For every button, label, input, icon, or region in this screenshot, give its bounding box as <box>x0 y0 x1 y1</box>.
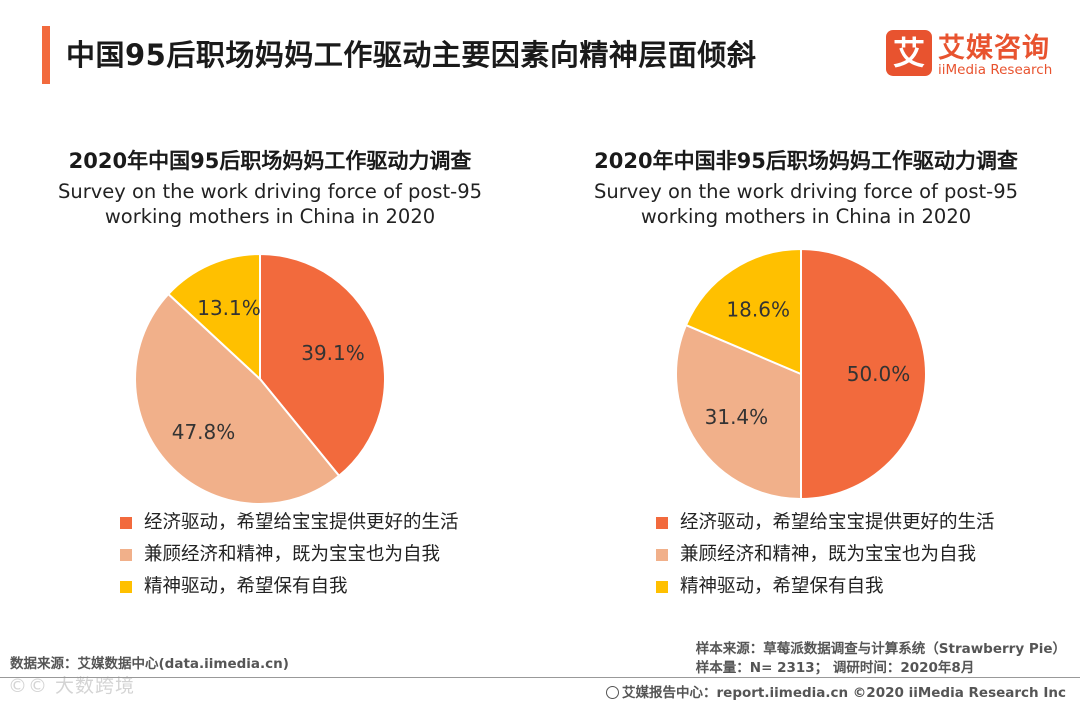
chart-subtitle: Survey on the work driving force of post… <box>57 180 483 228</box>
globe-icon <box>606 686 619 699</box>
brand-logo: 艾 艾媒咨询 iiMedia Research <box>886 24 1058 84</box>
pie-slice <box>259 252 386 478</box>
sample-source: 样本来源：草莓派数据调查与计算系统（Strawberry Pie） <box>695 641 1066 657</box>
legend-label: 经济驱动，希望给宝宝提供更好的生活 <box>144 512 459 533</box>
legend-label: 精神驱动，希望保有自我 <box>680 576 884 597</box>
legend-label: 经济驱动，希望给宝宝提供更好的生活 <box>680 512 995 533</box>
brand-name-en: iiMedia Research <box>938 62 1053 78</box>
legend-swatch <box>120 581 132 593</box>
pie-slice <box>800 247 927 501</box>
report-center-text: 艾媒报告中心：report.iimedia.cn ©2020 iiMedia R… <box>622 685 1066 701</box>
sample-size: 样本量：N= 2313； 调研时间：2020年8月 <box>695 660 975 676</box>
footer-divider <box>0 677 1080 678</box>
chart-title: 2020年中国95后职场妈妈工作驱动力调查 <box>68 149 472 173</box>
watermark: ©© 大数跨境 <box>8 675 136 697</box>
legend-label: 兼顾经济和精神，既为宝宝也为自我 <box>144 544 441 565</box>
chart-subtitle: Survey on the work driving force of post… <box>593 180 1019 228</box>
legend-label: 兼顾经济和精神，既为宝宝也为自我 <box>680 544 977 565</box>
data-source: 数据来源：艾媒数据中心(data.iimedia.cn) <box>10 656 289 672</box>
pie-slice <box>166 252 261 382</box>
pie-data-label: 18.6% <box>726 297 790 321</box>
pie-panel-non-post95: 50.0% 31.4% 18.6% 2020年中国非95后职场妈妈工作驱动力调查 S… <box>546 145 1066 615</box>
pie-data-label: 47.8% <box>172 420 236 444</box>
brand-name-cn: 艾媒咨询 <box>938 33 1050 64</box>
title-accent-bar <box>42 26 50 84</box>
sample-info: 样本来源：草莓派数据调查与计算系统（Strawberry Pie） 样本量：N=… <box>696 640 1066 678</box>
pie-data-label: 50.0% <box>847 362 911 386</box>
pie-slice <box>684 247 802 376</box>
pie-slice <box>134 292 341 505</box>
legend-swatch <box>656 549 668 561</box>
pie-chart-non-post95: 50.0% 31.4% 18.6% <box>675 247 927 501</box>
pie-data-label: 31.4% <box>705 405 769 429</box>
pie-chart-post95: 39.1% 47.8% 13.1% <box>134 252 386 505</box>
pie-panel-post95: 39.1% 47.8% 13.1% 2020年中国95后职场妈妈工作驱动力调查 Su… <box>10 145 530 615</box>
pie-data-label: 13.1% <box>197 296 261 320</box>
legend-swatch <box>656 581 668 593</box>
report-center: 艾媒报告中心：report.iimedia.cn ©2020 iiMedia R… <box>606 681 1066 701</box>
legend-label: 精神驱动，希望保有自我 <box>144 576 348 597</box>
legend-swatch <box>120 549 132 561</box>
brand-logo-icon: 艾 <box>886 30 932 76</box>
page-title: 中国95后职场妈妈工作驱动主要因素向精神层面倾斜 <box>66 38 757 72</box>
pie-slice <box>675 323 802 501</box>
chart-title: 2020年中国非95后职场妈妈工作驱动力调查 <box>594 149 1018 173</box>
legend-swatch <box>656 517 668 529</box>
legend-swatch <box>120 517 132 529</box>
pie-data-label: 39.1% <box>301 341 365 365</box>
